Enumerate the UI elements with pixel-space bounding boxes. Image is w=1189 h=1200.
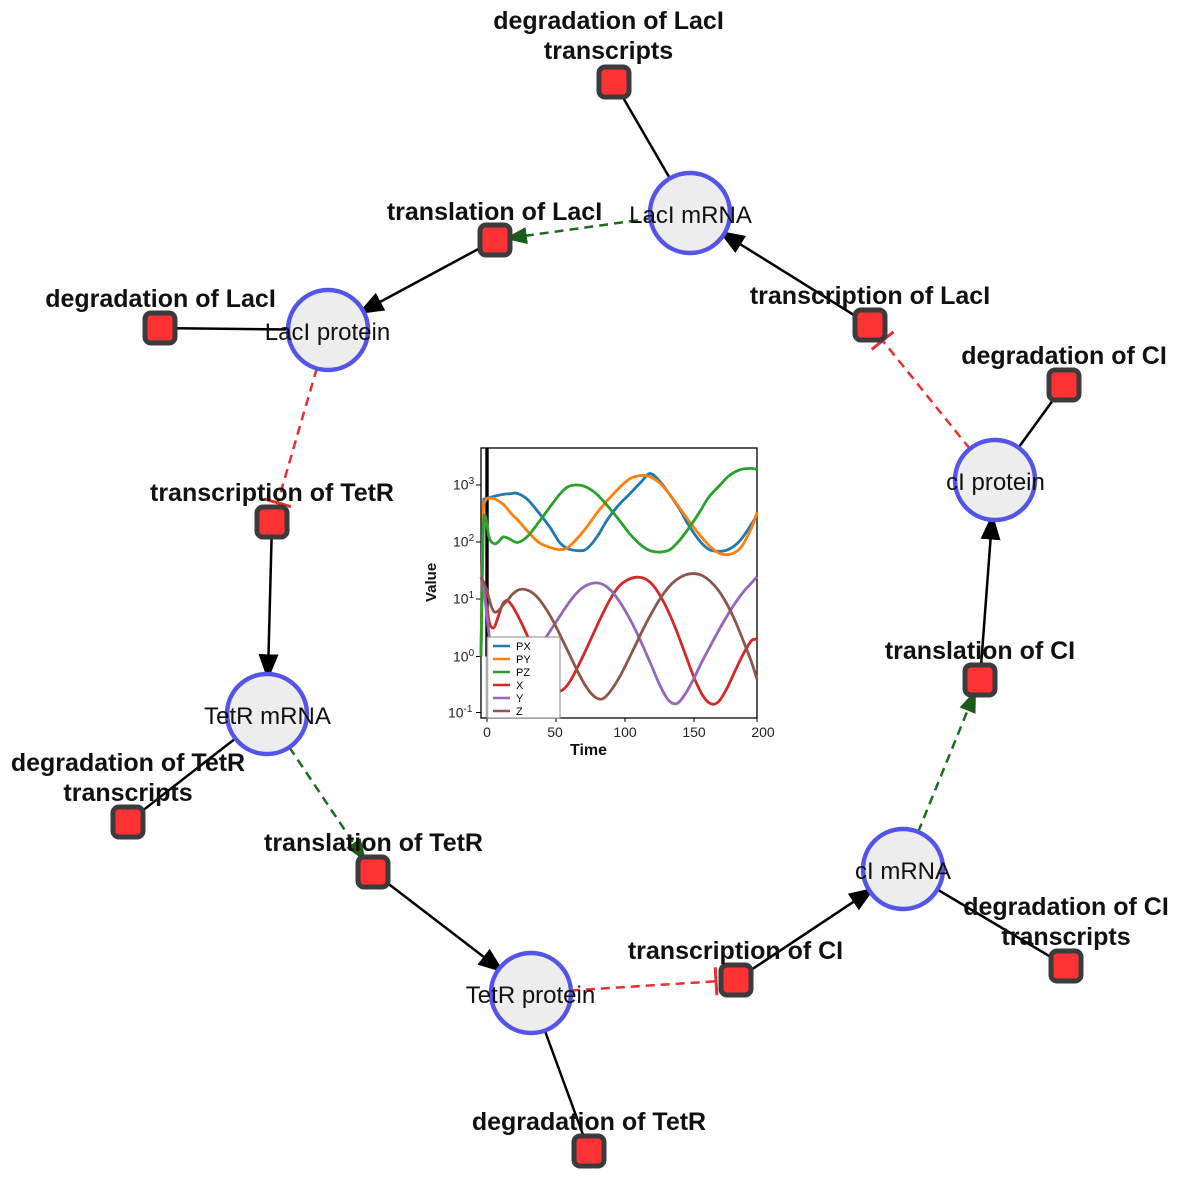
svg-text:Y: Y xyxy=(516,693,524,705)
svg-text:PZ: PZ xyxy=(516,667,530,679)
svg-text:PX: PX xyxy=(516,641,531,653)
svg-text:Z: Z xyxy=(516,706,523,718)
svg-text:X: X xyxy=(516,680,524,692)
svg-text:PY: PY xyxy=(516,654,531,666)
